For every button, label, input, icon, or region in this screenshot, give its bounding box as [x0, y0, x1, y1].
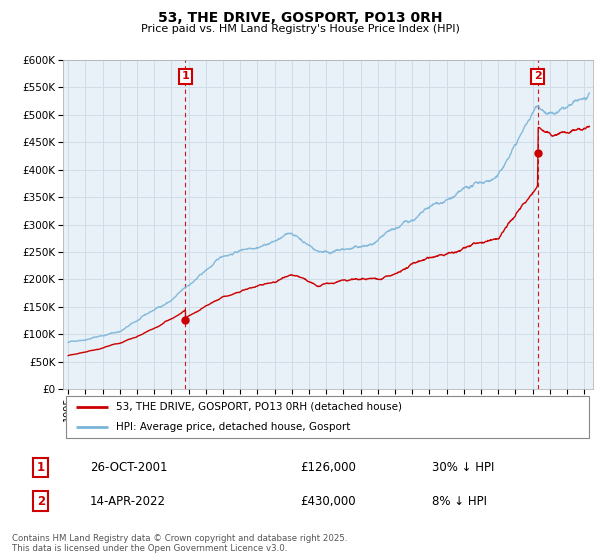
Text: Contains HM Land Registry data © Crown copyright and database right 2025.
This d: Contains HM Land Registry data © Crown c… — [12, 534, 347, 553]
FancyBboxPatch shape — [65, 395, 589, 438]
Text: 2: 2 — [37, 494, 45, 508]
Text: £430,000: £430,000 — [300, 494, 356, 508]
Text: Price paid vs. HM Land Registry's House Price Index (HPI): Price paid vs. HM Land Registry's House … — [140, 24, 460, 34]
Text: £126,000: £126,000 — [300, 461, 356, 474]
Text: 53, THE DRIVE, GOSPORT, PO13 0RH: 53, THE DRIVE, GOSPORT, PO13 0RH — [158, 11, 442, 25]
Text: 30% ↓ HPI: 30% ↓ HPI — [432, 461, 494, 474]
Text: 2: 2 — [534, 71, 541, 81]
Text: 53, THE DRIVE, GOSPORT, PO13 0RH (detached house): 53, THE DRIVE, GOSPORT, PO13 0RH (detach… — [116, 402, 402, 412]
Text: HPI: Average price, detached house, Gosport: HPI: Average price, detached house, Gosp… — [116, 422, 350, 432]
Text: 1: 1 — [37, 461, 45, 474]
Text: 14-APR-2022: 14-APR-2022 — [90, 494, 166, 508]
Text: 26-OCT-2001: 26-OCT-2001 — [90, 461, 167, 474]
Text: 1: 1 — [182, 71, 190, 81]
Text: 8% ↓ HPI: 8% ↓ HPI — [432, 494, 487, 508]
